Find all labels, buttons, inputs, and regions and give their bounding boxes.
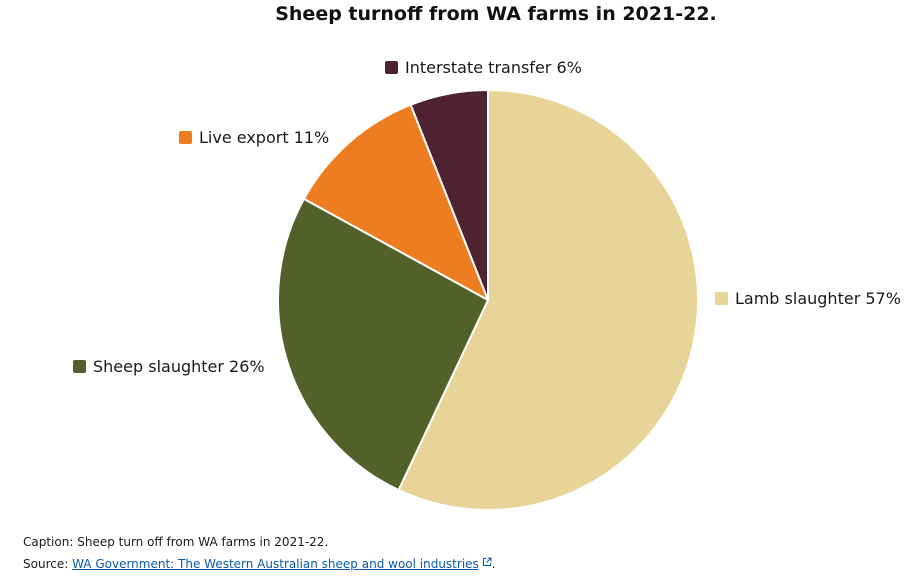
legend-label-sheep-slaughter: Sheep slaughter <box>93 357 224 376</box>
legend-value-interstate-transfer: 6% <box>556 58 582 77</box>
pie-slice-live-export <box>302 103 489 301</box>
legend-label-lamb-slaughter: Lamb slaughter <box>735 289 861 308</box>
caption-prefix: Caption: <box>23 535 74 549</box>
pie-slice-interstate-transfer <box>409 89 489 301</box>
legend-swatch-live-export <box>179 131 192 144</box>
legend-item-sheep-slaughter: Sheep slaughter 26% <box>73 357 265 376</box>
legend-value-sheep-slaughter: 26% <box>229 357 265 376</box>
source-prefix: Source: <box>23 557 69 571</box>
legend-item-live-export: Live export 11% <box>179 128 329 147</box>
chart-title: Sheep turnoff from WA farms in 2021-22. <box>275 3 717 25</box>
legend-label-live-export: Live export <box>199 128 289 147</box>
legend-swatch-sheep-slaughter <box>73 360 86 373</box>
legend-value-live-export: 11% <box>293 128 330 147</box>
source-suffix: . <box>491 557 496 571</box>
legend-label-interstate-transfer: Interstate transfer <box>405 58 552 77</box>
legend-value-lamb-slaughter: 57% <box>865 289 901 308</box>
source-link-text: WA Government: The Western Australian sh… <box>72 557 479 571</box>
caption-line: Caption: Sheep turn off from WA farms in… <box>23 535 328 549</box>
source-line: Source: WA Government: The Western Austr… <box>23 557 496 571</box>
legend-item-lamb-slaughter: Lamb slaughter 57% <box>715 289 901 308</box>
legend-item-interstate-transfer: Interstate transfer 6% <box>385 58 582 77</box>
pie-slice-lamb-slaughter <box>397 89 699 511</box>
legend-swatch-lamb-slaughter <box>715 292 728 305</box>
legend-swatch-interstate-transfer <box>385 61 398 74</box>
external-link-icon[interactable] <box>482 557 492 567</box>
caption-text: Sheep turn off from WA farms in 2021-22. <box>77 535 329 549</box>
source-link[interactable]: WA Government: The Western Australian sh… <box>72 557 479 571</box>
